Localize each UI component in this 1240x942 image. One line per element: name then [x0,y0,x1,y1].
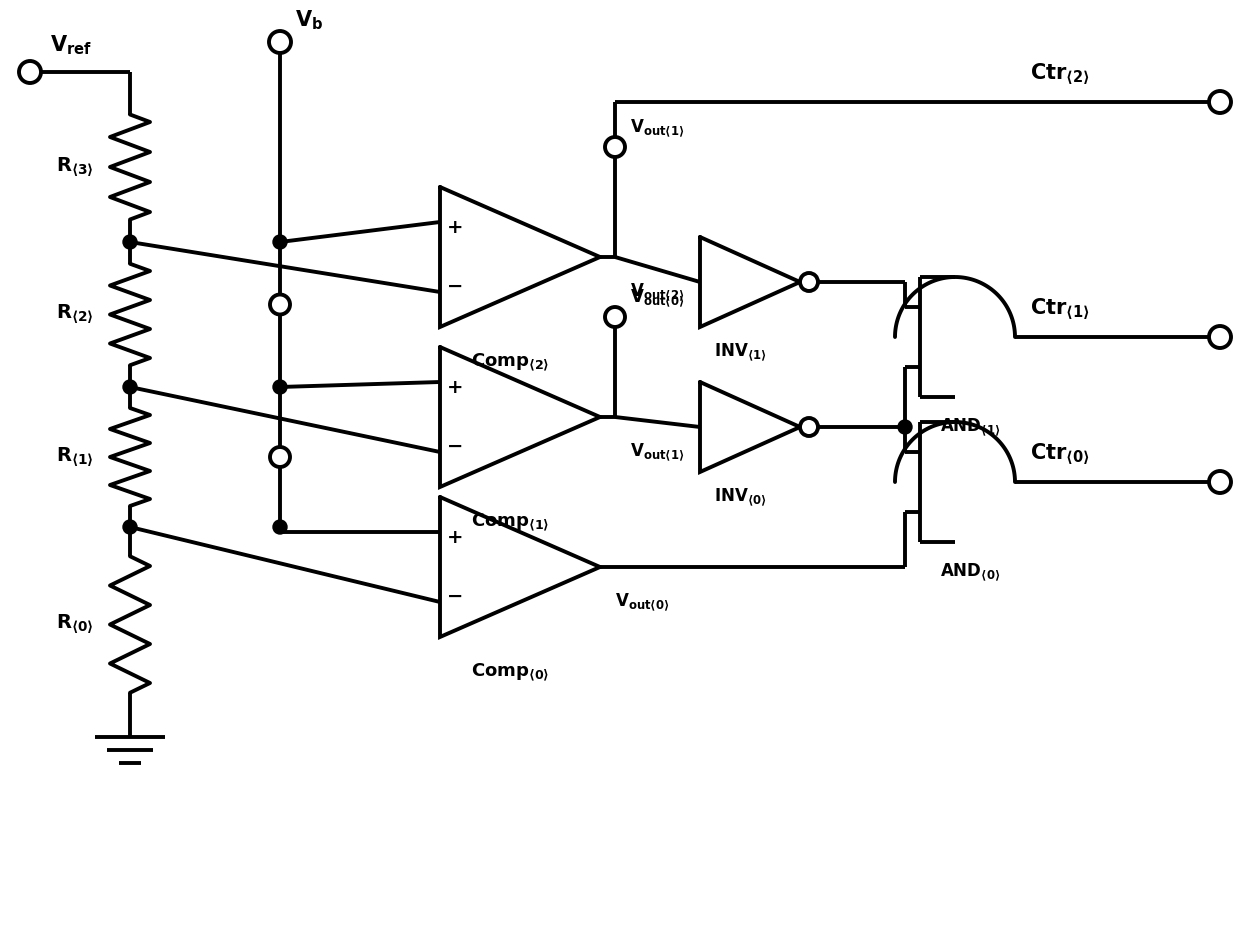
Text: $\mathbf{V_{out\langle 0\rangle}}$: $\mathbf{V_{out\langle 0\rangle}}$ [630,287,684,309]
Circle shape [273,235,286,249]
Text: $\mathbf{Ctr_{\langle 1\rangle}}$: $\mathbf{Ctr_{\langle 1\rangle}}$ [1030,297,1090,322]
Circle shape [800,273,818,291]
Circle shape [1209,471,1231,493]
Text: $\mathbf{INV_{\langle 0\rangle}}$: $\mathbf{INV_{\langle 0\rangle}}$ [714,486,766,508]
Text: $\mathbf{R_{\langle 3\rangle}}$: $\mathbf{R_{\langle 3\rangle}}$ [56,155,94,179]
Text: −: − [446,437,464,455]
Circle shape [273,520,286,534]
Text: $\mathbf{V_{out\langle 0\rangle}}$: $\mathbf{V_{out\langle 0\rangle}}$ [615,592,670,613]
Text: $\mathbf{AND_{\langle 1\rangle}}$: $\mathbf{AND_{\langle 1\rangle}}$ [940,416,1001,438]
Text: $\mathbf{V_{out\langle 1\rangle}}$: $\mathbf{V_{out\langle 1\rangle}}$ [630,118,684,139]
Text: $\mathbf{R_{\langle 0\rangle}}$: $\mathbf{R_{\langle 0\rangle}}$ [56,613,94,636]
Text: $\mathbf{V_{ref}}$: $\mathbf{V_{ref}}$ [50,33,92,57]
Text: $\mathbf{V_{out\langle 1\rangle}}$: $\mathbf{V_{out\langle 1\rangle}}$ [630,442,684,463]
Circle shape [605,137,625,157]
Text: $\mathbf{Comp_{\langle 1\rangle}}$: $\mathbf{Comp_{\langle 1\rangle}}$ [471,512,549,532]
Text: $\mathbf{R_{\langle 1\rangle}}$: $\mathbf{R_{\langle 1\rangle}}$ [56,446,94,468]
Circle shape [605,307,625,327]
Circle shape [270,447,290,467]
Text: $\mathbf{Comp_{\langle 0\rangle}}$: $\mathbf{Comp_{\langle 0\rangle}}$ [471,661,549,683]
Text: $\mathbf{INV_{\langle 1\rangle}}$: $\mathbf{INV_{\langle 1\rangle}}$ [714,341,766,363]
Circle shape [123,380,136,394]
Text: $\mathbf{R_{\langle 2\rangle}}$: $\mathbf{R_{\langle 2\rangle}}$ [56,303,94,326]
Text: $\mathbf{V_{out\langle 2\rangle}}$: $\mathbf{V_{out\langle 2\rangle}}$ [630,282,684,303]
Circle shape [800,418,818,436]
Text: +: + [446,528,464,546]
Text: $\mathbf{AND_{\langle 0\rangle}}$: $\mathbf{AND_{\langle 0\rangle}}$ [940,561,1001,583]
Text: +: + [446,379,464,397]
Circle shape [123,520,136,534]
Circle shape [273,380,286,394]
Circle shape [270,295,290,315]
Circle shape [1209,326,1231,348]
Text: +: + [446,219,464,236]
Text: −: − [446,588,464,606]
Text: $\mathbf{Ctr_{\langle 0\rangle}}$: $\mathbf{Ctr_{\langle 0\rangle}}$ [1030,442,1090,467]
Text: $\mathbf{Comp_{\langle 2\rangle}}$: $\mathbf{Comp_{\langle 2\rangle}}$ [471,351,549,372]
Circle shape [19,61,41,83]
Circle shape [1209,91,1231,113]
Circle shape [123,235,136,249]
Circle shape [269,31,291,53]
Text: $\mathbf{V_b}$: $\mathbf{V_b}$ [295,8,324,32]
Text: −: − [446,277,464,296]
Text: $\mathbf{Ctr_{\langle 2\rangle}}$: $\mathbf{Ctr_{\langle 2\rangle}}$ [1030,61,1090,87]
Circle shape [898,420,911,434]
